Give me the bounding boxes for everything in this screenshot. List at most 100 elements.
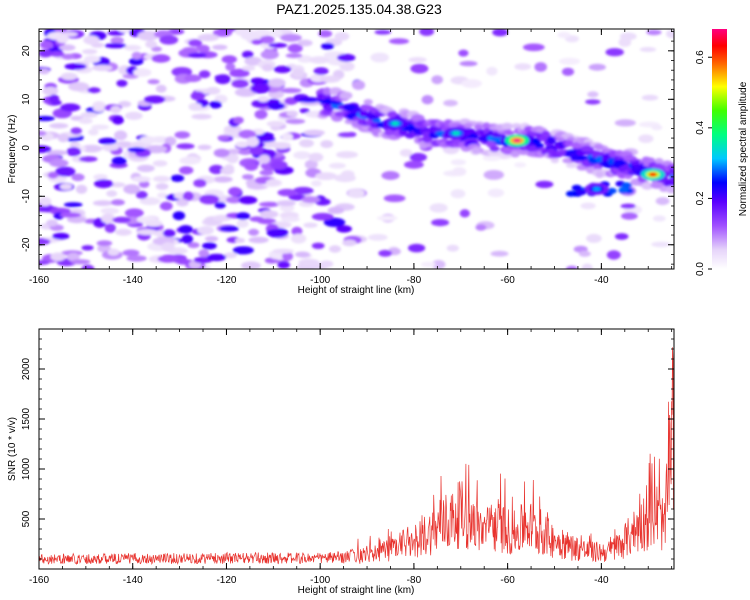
spectrogram-cell	[100, 207, 120, 215]
spectrogram-cell	[71, 173, 85, 182]
spectrogram-cell	[155, 183, 169, 190]
spectrogram-cell	[213, 148, 230, 158]
spectrogram-cell	[236, 219, 249, 228]
spectrogram-cell	[127, 147, 146, 153]
spectrogram-cell	[459, 60, 478, 67]
spectrogram-cell	[107, 248, 120, 256]
spectrogram-cell	[178, 225, 193, 234]
spectrogram-cell	[673, 168, 674, 172]
spectrogram-cell	[161, 242, 175, 252]
spectrogram-cell	[229, 68, 250, 78]
spectrogram-cell	[431, 219, 450, 227]
spectrogram-cell	[492, 29, 508, 37]
spectrogram-cell	[257, 218, 277, 225]
spectrogram-cell	[290, 233, 307, 244]
spectrogram-cell	[153, 175, 171, 183]
spectrogram-cell	[319, 260, 334, 268]
spectrogram-cell	[648, 172, 657, 177]
spectrogram-cell	[280, 33, 302, 42]
spectrogram-cell	[408, 243, 426, 253]
spectrogram-cell	[131, 51, 142, 60]
spectrogram-cell	[576, 189, 587, 196]
spectrogram-cell	[87, 87, 101, 94]
spectrogram-cell	[595, 171, 604, 179]
spectrogram-cell	[293, 151, 311, 160]
spectrogram-cell	[221, 55, 237, 64]
spectrogram-cell	[513, 138, 521, 143]
spectrogram-cell	[197, 144, 212, 150]
spectrogram-cell	[570, 142, 585, 149]
spectrogram-cell	[487, 188, 505, 198]
spectrogram-cell	[248, 228, 260, 236]
spectrogram-x-tick-label: -80	[407, 275, 422, 286]
spectrogram-cell	[224, 164, 235, 173]
spectrogram-cell	[238, 196, 258, 205]
spectrogram-cell	[474, 123, 483, 131]
spectrogram-cell	[272, 142, 291, 150]
spectrogram-cell	[266, 229, 287, 237]
spectrogram-cell	[111, 156, 127, 165]
spectrogram-cell	[96, 240, 113, 247]
spectrogram-cell	[299, 108, 310, 114]
spectrogram-cell	[308, 152, 324, 162]
spectrogram-cell	[487, 150, 501, 156]
colorbar-ticks: 0.0 0.2 0.4 0.6	[695, 50, 712, 276]
spectrogram-cell	[566, 265, 578, 269]
spectrogram-cell	[651, 241, 671, 248]
spectrogram-cell	[139, 197, 161, 206]
spectrogram-cell	[450, 159, 467, 166]
spectrogram-cell	[218, 29, 238, 32]
spectrogram-cell	[268, 78, 286, 88]
spectrogram-cell	[566, 163, 578, 169]
spectrogram-y-axis: -20 -10 0 10 20	[21, 31, 674, 265]
spectrogram-cell	[64, 63, 87, 70]
spectrogram-cell	[260, 49, 279, 60]
spectrogram-cell	[226, 153, 239, 164]
snr-panel: -160 -140 -120 -100 -80 -60 -40 500 1000 1500 200…	[7, 328, 675, 596]
spectrogram-cell	[50, 51, 65, 57]
spectrogram-cell	[50, 252, 66, 262]
spectrogram-cell	[80, 112, 98, 118]
spectrogram-cell	[139, 136, 157, 145]
spectrogram-cell	[360, 104, 374, 112]
snr-x-tick-label: -100	[310, 575, 330, 586]
spectrogram-cell	[68, 82, 90, 92]
spectrogram-cell	[322, 87, 332, 96]
spectrogram-cell	[254, 136, 276, 143]
spectrogram-cell	[297, 39, 313, 47]
spectrogram-cell	[39, 40, 54, 49]
spectrogram-cell	[410, 114, 425, 122]
spectrogram-cell	[170, 174, 185, 182]
spectrogram-cell	[654, 158, 664, 164]
spectrogram-cell	[147, 79, 160, 85]
spectrogram-cell	[179, 156, 201, 165]
spectrogram-cell	[60, 72, 78, 81]
spectrogram-cell	[408, 57, 427, 63]
spectrogram-y-tick-label: -20	[21, 237, 32, 252]
spectrogram-cell	[82, 49, 98, 55]
spectrogram-cell	[92, 200, 113, 207]
spectrogram-cell	[376, 215, 398, 221]
spectrogram-cell	[641, 94, 659, 101]
snr-x-tick-label: -140	[123, 575, 143, 586]
spectrogram-cell	[588, 63, 606, 71]
spectrogram-cell	[606, 187, 617, 194]
spectrogram-cell	[225, 62, 236, 71]
spectrogram-cell	[638, 134, 654, 143]
spectrogram-cell	[280, 87, 302, 94]
spectrogram-cell	[106, 190, 118, 197]
spectrogram-cell	[298, 258, 320, 266]
spectrogram-cell	[475, 224, 487, 231]
spectrogram-cell	[483, 170, 504, 180]
spectrogram-cell	[159, 201, 173, 211]
snr-x-tick-label: -120	[216, 575, 236, 586]
spectrogram-cell	[273, 65, 292, 74]
spectrogram-cell	[198, 70, 211, 79]
spectrogram-cell	[39, 130, 47, 136]
spectrogram-cell	[233, 116, 244, 124]
spectrogram-cell	[164, 136, 177, 146]
spectrogram-cell	[162, 229, 176, 238]
spectrogram-cell	[404, 160, 424, 169]
spectrogram-cell	[321, 42, 335, 50]
